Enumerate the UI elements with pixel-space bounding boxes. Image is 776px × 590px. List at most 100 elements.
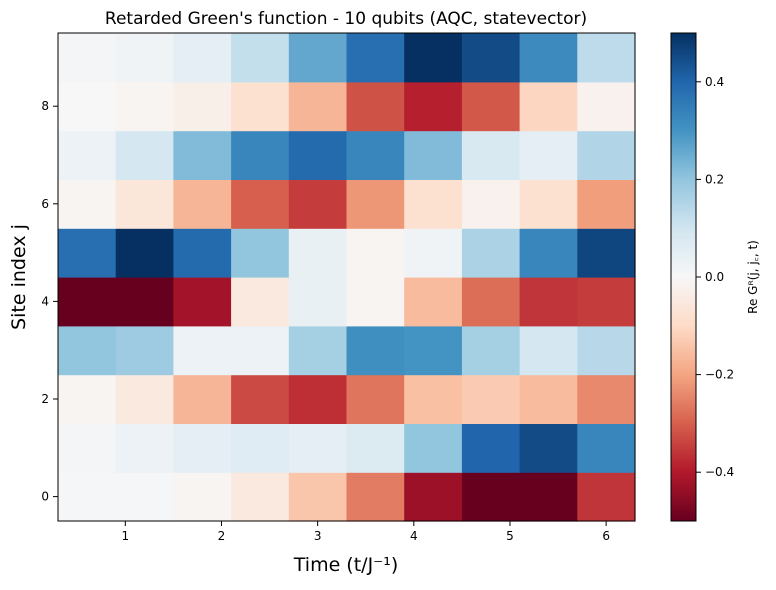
heatmap-cell (115, 179, 174, 229)
heatmap-cell (231, 325, 290, 376)
heatmap-cell (461, 423, 521, 473)
heatmap-cell (231, 472, 290, 522)
y-tick-label: 2 (41, 392, 49, 406)
heatmap-cell (58, 423, 117, 473)
colorbar-tick-label: 0.2 (705, 172, 724, 186)
heatmap-cell (173, 325, 232, 376)
heatmap-cell (288, 472, 348, 522)
heatmap-cell (404, 81, 463, 132)
heatmap-cell (346, 179, 405, 229)
heatmap-cell (115, 423, 174, 473)
heatmap-cell (404, 228, 463, 278)
heatmap-cell (577, 33, 636, 83)
heatmap-cell (577, 472, 636, 522)
heatmap-cell (461, 130, 521, 180)
heatmap-cell (173, 228, 232, 278)
x-tick-label: 3 (314, 529, 322, 543)
heatmap-cell (519, 325, 578, 376)
x-tick-label: 2 (218, 529, 226, 543)
y-tick-label: 4 (41, 294, 49, 308)
heatmap-cell (58, 325, 117, 376)
heatmap-cell (404, 179, 463, 229)
heatmap-cell (58, 374, 117, 424)
heatmap-cell (577, 374, 636, 424)
heatmap-cell (346, 423, 405, 473)
heatmap-cell (404, 472, 463, 522)
colorbar-tick-label: −0.4 (705, 465, 734, 479)
heatmap-cell (173, 130, 232, 180)
heatmap-cell (346, 228, 405, 278)
heatmap-cell (346, 374, 405, 424)
heatmap-cell (461, 325, 521, 376)
heatmap-cell (173, 374, 232, 424)
heatmap-cell (58, 277, 117, 327)
heatmap-cell (577, 277, 636, 327)
colorbar-tick-label: −0.2 (705, 368, 734, 382)
heatmap-cell (231, 277, 290, 327)
x-tick-label: 5 (506, 529, 514, 543)
heatmap-cell (231, 130, 290, 180)
heatmap-cell (404, 374, 463, 424)
chart-title: Retarded Green's function - 10 qubits (A… (105, 9, 587, 29)
heatmap-cell (288, 33, 348, 83)
heatmap-cells (58, 33, 636, 522)
heatmap-cell (519, 423, 578, 473)
heatmap-cell (346, 81, 405, 132)
heatmap-cell (288, 374, 348, 424)
heatmap-cell (231, 228, 290, 278)
heatmap-cell (404, 423, 463, 473)
heatmap-cell (288, 179, 348, 229)
heatmap-cell (288, 130, 348, 180)
heatmap-cell (461, 81, 521, 132)
heatmap-cell (577, 423, 636, 473)
heatmap-cell (519, 81, 578, 132)
heatmap-cell (231, 81, 290, 132)
heatmap-cell (288, 277, 348, 327)
heatmap-cell (231, 374, 290, 424)
heatmap-cell (173, 179, 232, 229)
heatmap-cell (519, 130, 578, 180)
heatmap-cell (58, 472, 117, 522)
heatmap-cell (288, 228, 348, 278)
heatmap-cell (231, 423, 290, 473)
heatmap-cell (519, 33, 578, 83)
heatmap-cell (58, 179, 117, 229)
heatmap-cell (577, 81, 636, 132)
heatmap-cell (115, 130, 174, 180)
heatmap-cell (115, 325, 174, 376)
heatmap-cell (115, 374, 174, 424)
heatmap-cell (346, 277, 405, 327)
y-axis: 0 2 4 6 8 (41, 99, 58, 504)
heatmap-cell (461, 472, 521, 522)
y-tick-label: 0 (41, 490, 49, 504)
heatmap-cell (577, 228, 636, 278)
plot-frame (57, 32, 636, 522)
x-tick-label: 6 (602, 529, 610, 543)
heatmap-cell (231, 33, 290, 83)
colorbar-tick-label: 0.4 (705, 75, 724, 89)
heatmap-cell (404, 325, 463, 376)
heatmap-cell (346, 325, 405, 376)
colorbar (670, 32, 697, 522)
heatmap-cell (519, 374, 578, 424)
heatmap-cell (577, 325, 636, 376)
heatmap-cell (115, 81, 174, 132)
heatmap-cell (461, 179, 521, 229)
heatmap-cell (577, 130, 636, 180)
heatmap-cell (519, 472, 578, 522)
heatmap-cell (519, 277, 578, 327)
heatmap-cell (346, 130, 405, 180)
heatmap-cell (461, 228, 521, 278)
heatmap-cell (58, 130, 117, 180)
colorbar-label: Re Gᴿ(j, j꜀, t) (746, 240, 760, 314)
heatmap-cell (173, 423, 232, 473)
heatmap-cell (288, 325, 348, 376)
heatmap-cell (58, 33, 117, 83)
heatmap-cell (115, 228, 174, 278)
heatmap-cell (577, 179, 636, 229)
heatmap-cell (461, 374, 521, 424)
heatmap-cell (519, 179, 578, 229)
heatmap-cell (519, 228, 578, 278)
heatmap-cell (404, 130, 463, 180)
